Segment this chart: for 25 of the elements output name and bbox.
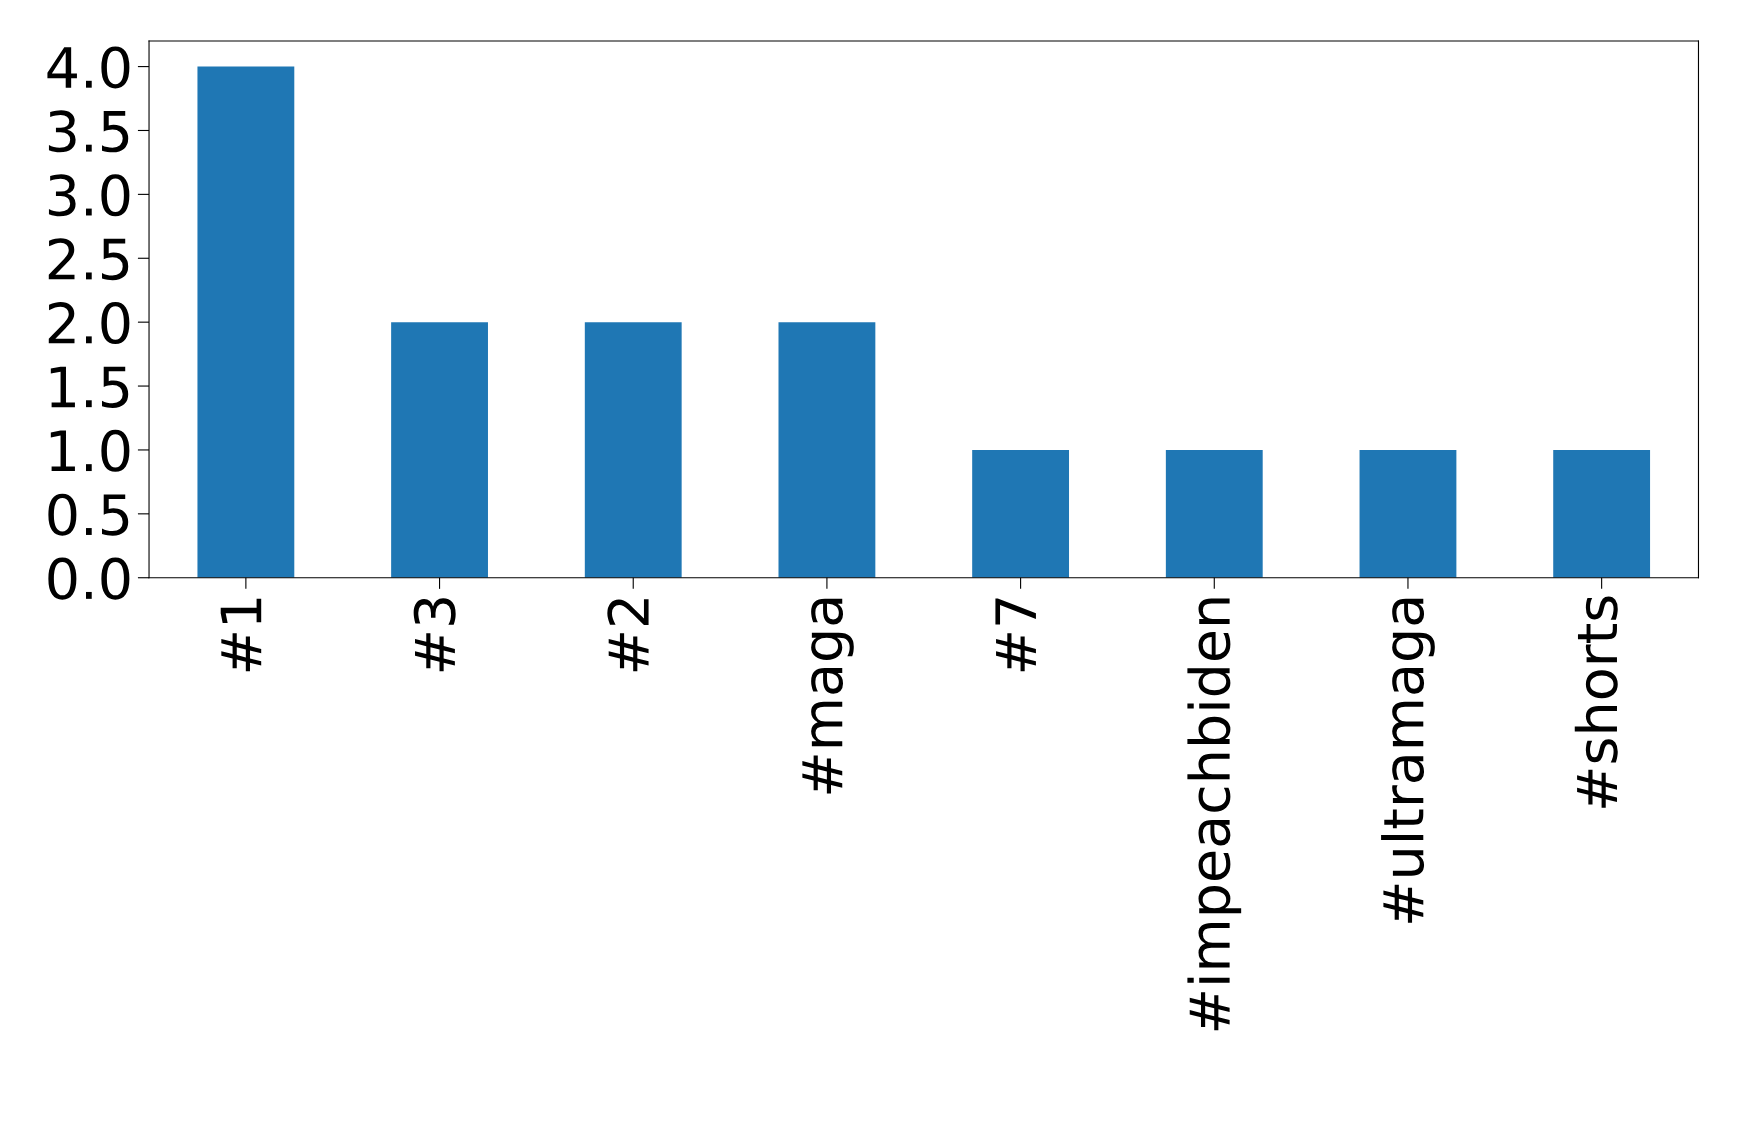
- bar: [778, 322, 876, 578]
- x-tick-label: #ultramaga: [1381, 598, 1435, 923]
- x-tick-label: #2: [607, 599, 649, 672]
- y-tick-label: 3.5: [48, 110, 129, 153]
- bar: [1553, 449, 1651, 578]
- y-tick-label: 1.0: [50, 429, 130, 472]
- x-tick-label: #impeachbiden: [1187, 598, 1242, 1031]
- bar: [1359, 449, 1457, 578]
- y-tick-label: 1.5: [50, 366, 129, 408]
- x-tick-label: #maga: [802, 598, 854, 794]
- x-tick-label: #7: [995, 598, 1036, 672]
- y-tick-label: 2.5: [48, 238, 129, 281]
- y-tick-label: 0.0: [48, 557, 130, 600]
- y-tick-label: 0.5: [48, 493, 129, 536]
- x-tick-label: #3: [413, 598, 456, 672]
- x-tick-label: #shorts: [1574, 596, 1618, 808]
- y-tick-label: 3.0: [48, 174, 130, 217]
- bar: [972, 449, 1070, 578]
- y-tick-label: 2.0: [48, 302, 130, 345]
- bar: [584, 322, 682, 578]
- bar: [1165, 449, 1263, 578]
- bar: [197, 66, 295, 578]
- y-tick-label: 4.0: [47, 46, 130, 89]
- bar: [391, 322, 488, 578]
- x-tick-label: #1: [220, 598, 262, 672]
